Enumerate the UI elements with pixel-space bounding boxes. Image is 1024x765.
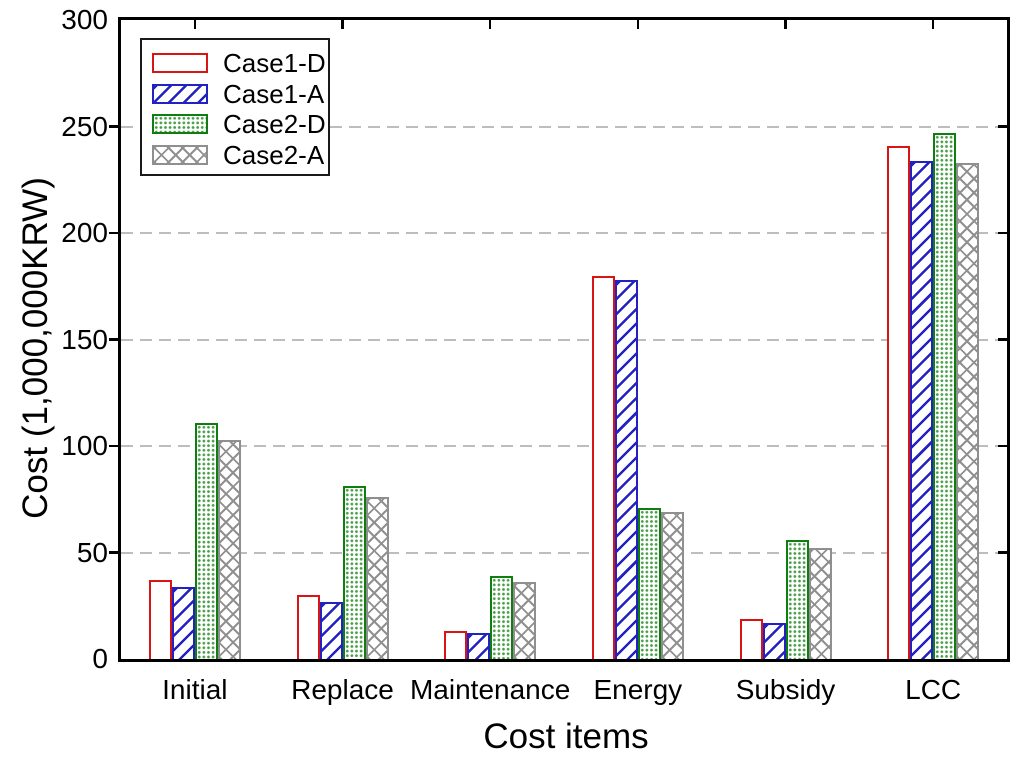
gridline <box>121 445 1007 447</box>
x-category-label: Subsidy <box>735 674 836 705</box>
bar-Case2-D-LCC <box>933 132 957 659</box>
legend-swatch-Case1-D <box>152 53 208 74</box>
y-tick-left <box>109 231 118 235</box>
x-tick-top <box>341 20 344 29</box>
bar-Case2-A-Replace <box>365 497 389 659</box>
legend-label: Case2-A <box>223 139 325 170</box>
bar-Case2-D-Subsidy <box>785 539 809 659</box>
legend-item: Case2-A <box>152 140 328 171</box>
bar-Case1-A-Replace <box>319 601 343 659</box>
bar-Case1-A-Energy <box>614 279 638 659</box>
legend-label: Case1-D <box>223 48 326 79</box>
y-tick-label: 150 <box>61 323 108 355</box>
x-category-label: Energy <box>593 674 683 705</box>
legend-label: Case2-D <box>223 109 326 140</box>
bar-Case1-A-LCC <box>910 160 934 659</box>
bar-Case1-D-LCC <box>887 145 911 659</box>
bar-Case1-D-Subsidy <box>739 618 763 659</box>
y-tick-right <box>998 551 1007 554</box>
bar-Case1-A-Initial <box>171 586 195 659</box>
bar-Case1-D-Maintenance <box>444 631 468 659</box>
y-tick-label: 300 <box>61 4 108 35</box>
bar-Case2-A-LCC <box>956 162 980 659</box>
y-tick-label: 100 <box>61 430 108 461</box>
x-category-label: LCC <box>905 674 962 705</box>
bar-Case1-A-Maintenance <box>467 633 491 659</box>
gridline <box>121 338 1007 341</box>
legend-swatch-Case2-A <box>152 144 208 165</box>
x-tick-top <box>931 20 935 29</box>
bar-Case2-A-Maintenance <box>513 582 537 659</box>
bar-Case2-A-Energy <box>660 512 684 659</box>
bar-Case1-A-Subsidy <box>762 622 786 659</box>
legend: Case1-D Case1-A Case2-D Case2-A <box>140 38 330 176</box>
y-tick-left <box>109 551 118 554</box>
y-tick-right <box>998 125 1007 128</box>
x-tick-top <box>193 20 197 29</box>
plot-area <box>109 17 1010 662</box>
bar-Case1-D-Initial <box>148 580 172 659</box>
bar-Case2-A-Subsidy <box>808 548 832 659</box>
legend-item: Case2-D <box>152 109 328 140</box>
legend-item: Case1-D <box>152 48 328 79</box>
y-tick-label: 50 <box>76 536 108 568</box>
y-tick-left <box>109 125 118 128</box>
legend-swatch-Case2-D <box>152 114 208 135</box>
y-tick-right <box>998 444 1007 448</box>
x-category-label: Replace <box>291 674 394 705</box>
legend-swatch-Case1-A <box>152 83 208 104</box>
bar-Case2-D-Initial <box>194 422 218 659</box>
x-tick-top <box>488 20 492 29</box>
bar-Case2-D-Replace <box>342 486 366 659</box>
y-tick-label: 250 <box>61 110 108 142</box>
gridline <box>121 551 1007 554</box>
y-tick-right <box>998 231 1007 235</box>
y-tick-left <box>109 444 118 448</box>
y-tick-right <box>998 338 1007 341</box>
bar-Case2-D-Energy <box>637 507 661 659</box>
x-tick-top <box>784 20 787 29</box>
x-tick-top <box>636 20 640 29</box>
bar-Case2-D-Maintenance <box>490 575 514 659</box>
x-axis-title: Cost items <box>483 717 649 756</box>
legend-item: Case1-A <box>152 79 328 110</box>
y-tick-label: 200 <box>61 217 108 248</box>
y-tick-label: 0 <box>92 643 108 674</box>
bar-Case1-D-Energy <box>591 275 615 659</box>
bar-Case1-D-Replace <box>296 595 320 659</box>
y-tick-left <box>109 338 118 341</box>
gridline <box>121 232 1007 234</box>
bar-Case2-A-Initial <box>217 439 241 659</box>
x-category-label: Maintenance <box>409 674 571 705</box>
x-category-label: Initial <box>162 674 228 705</box>
legend-label: Case1-A <box>223 78 325 109</box>
gridline <box>121 125 1007 128</box>
